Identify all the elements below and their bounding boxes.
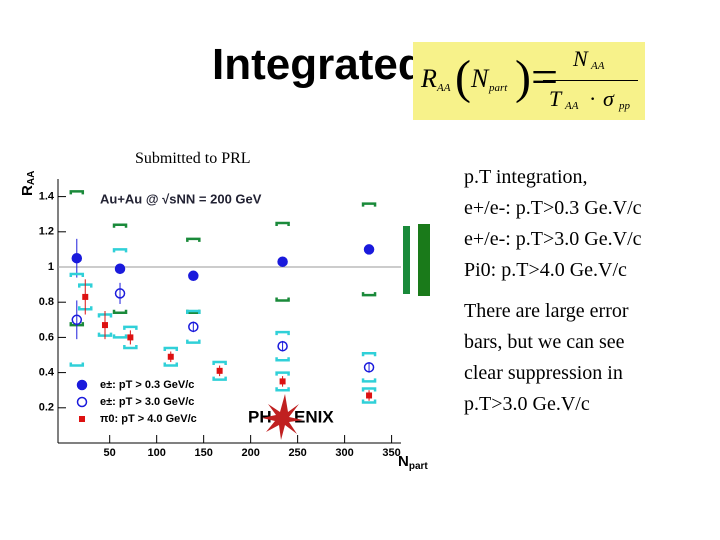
formula-text: N <box>573 46 588 71</box>
marker <box>363 362 375 373</box>
y-tick-label: 1.4 <box>39 191 55 203</box>
marker <box>82 293 89 300</box>
x-tick-label: 100 <box>147 447 165 459</box>
marker <box>188 270 199 282</box>
logo: PH <box>248 407 272 426</box>
legend-label: e±: pT > 3.0 GeV/c <box>100 396 194 408</box>
text-line: e+/e-: p.T>0.3 Ge.V/c <box>464 197 642 219</box>
marker <box>71 252 83 264</box>
marker <box>101 322 108 329</box>
y-tick-label: 0.6 <box>39 331 54 343</box>
legend-label: e±: pT > 0.3 GeV/c <box>100 379 194 391</box>
marker <box>71 314 83 326</box>
y-tick-label: 0.4 <box>39 367 55 379</box>
chart: RAA Npart Au+Au @ √sNN = 200 GeV PH ENIX… <box>19 171 430 472</box>
sys-bracket <box>275 330 290 362</box>
logo-star <box>262 394 303 440</box>
x-tick-label: 350 <box>382 447 400 459</box>
marker <box>363 244 375 255</box>
marker <box>114 263 126 275</box>
sys-bracket <box>275 371 290 392</box>
norm-box <box>403 226 410 294</box>
sys-bracket <box>275 221 290 302</box>
legend-label: π0: pT > 4.0 GeV/c <box>100 413 197 425</box>
y-axis-label: RAA <box>19 171 37 196</box>
formula-paren: )= <box>515 51 559 104</box>
x-tick-label: 200 <box>241 447 259 459</box>
x-tick-label: 250 <box>288 447 306 459</box>
formula-text: pp <box>619 100 630 112</box>
y-label-main: R <box>19 185 36 196</box>
formula-paren: ( <box>455 51 471 104</box>
sys-bracket <box>361 202 377 297</box>
y-tick-label: 0.2 <box>39 402 54 414</box>
legend-marker <box>76 379 88 391</box>
y-label-sub: AA <box>26 171 37 185</box>
note: Submitted to PRL <box>135 150 251 167</box>
paragraph: There are large error bars, but we can se… <box>464 296 642 420</box>
sys-bracket <box>112 248 128 339</box>
text-block: p.T integration, e+/e-: p.T>0.3 Ge.V/c e+/… <box>464 162 642 430</box>
text-line: e+/e-: p.T>3.0 Ge.V/c <box>464 228 642 250</box>
text-line: p.T integration, <box>464 166 588 188</box>
text-line: p.T>3.0 Ge.V/c <box>464 393 590 415</box>
formula-text: AA <box>437 82 451 94</box>
marker <box>114 288 126 299</box>
legend-marker <box>76 396 88 408</box>
x-label-sub: part <box>409 461 429 472</box>
logo: ENIX <box>294 407 334 426</box>
slide-title: Integrated <box>212 40 425 89</box>
marker <box>277 340 288 352</box>
sys-bracket <box>163 346 179 367</box>
formula-text: σ <box>603 86 614 111</box>
fraction-bar <box>543 80 638 81</box>
norm-box <box>418 224 430 296</box>
text-line: Pi0: p.T>4.0 Ge.V/c <box>464 259 627 281</box>
marker <box>188 321 199 333</box>
marker <box>127 334 134 341</box>
marker <box>366 392 373 399</box>
marker <box>216 367 223 374</box>
marker <box>167 353 174 360</box>
formula-text: R <box>421 64 437 93</box>
sys-bracket <box>212 360 227 381</box>
sys-bracket <box>361 387 377 404</box>
y-tick-label: 1 <box>48 261 54 273</box>
formula: R AA ( N part )= N AA T AA · σ pp <box>413 42 645 120</box>
formula-text: AA <box>565 100 579 112</box>
sys-bracket <box>186 309 201 344</box>
formula-text: part <box>489 82 508 94</box>
sys-bracket <box>69 272 85 367</box>
text-line: clear suppression in <box>464 362 623 384</box>
y-tick-label: 0.8 <box>39 296 54 308</box>
legend-marker <box>79 416 85 422</box>
formula-dot: · <box>589 86 597 111</box>
text-line: bars, but we can see <box>464 331 625 353</box>
marker <box>277 256 288 267</box>
sys-bracket <box>123 325 138 350</box>
formula-text: AA <box>591 60 605 72</box>
marker <box>279 378 286 385</box>
paragraph: p.T integration, e+/e-: p.T>0.3 Ge.V/c e+/… <box>464 162 642 286</box>
x-tick-label: 150 <box>194 447 212 459</box>
formula-text: T <box>549 86 562 111</box>
sys-bracket <box>112 223 128 315</box>
x-tick-label: 300 <box>335 447 353 459</box>
x-tick-label: 50 <box>104 447 116 459</box>
sys-bracket <box>361 351 377 383</box>
formula-text: N <box>471 64 489 93</box>
y-tick-label: 1.2 <box>39 226 54 238</box>
x-label-main: N <box>398 453 409 470</box>
text-line: There are large error <box>464 300 629 322</box>
annotation: Au+Au @ √sNN = 200 GeV <box>100 191 262 206</box>
x-axis-label: Npart <box>398 453 428 472</box>
